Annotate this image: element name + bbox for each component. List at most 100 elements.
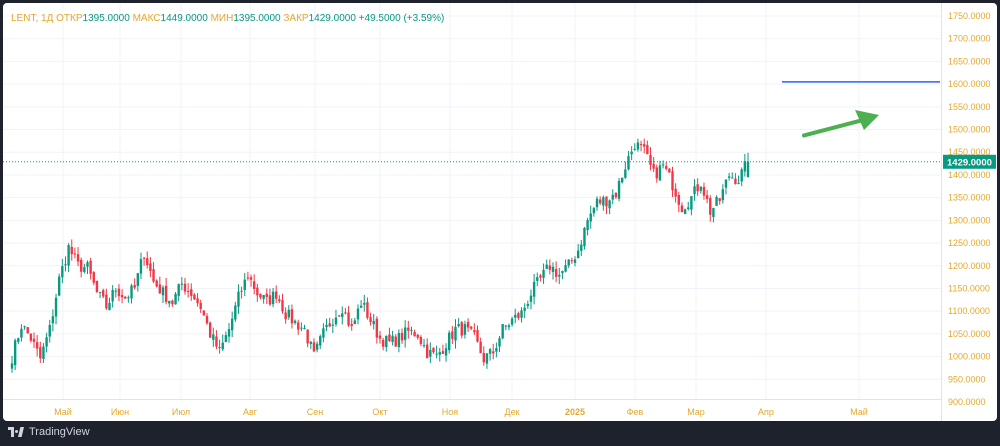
candle-body [576, 250, 580, 259]
time-tick-label: Авг [243, 407, 258, 417]
time-tick-label: Дек [504, 407, 519, 417]
time-tick-label: 2025 [565, 407, 585, 417]
time-axis-labels[interactable]: Май Июн Июл Авг Сен Окт Ноя Дек 2025 Фев Мар Апр Май [3, 400, 941, 421]
time-tick-label: Окт [372, 407, 387, 417]
candle-body [54, 297, 58, 317]
price-tick-label: 1350.0000 [948, 193, 991, 203]
time-axis[interactable]: Май Июн Июл Авг Сен Окт Ноя Дек 2025 Фев Мар Апр Май [3, 399, 941, 421]
price-tick-label: 1200.0000 [948, 261, 991, 271]
candle-body [353, 320, 357, 325]
candle-body [507, 325, 511, 328]
candle-body [136, 273, 140, 286]
price-axis[interactable]: 900.0000 950.0000 1000.0000 1050.0000 1100.0… [941, 3, 997, 421]
candle-body [92, 272, 95, 283]
candle-body [334, 317, 338, 325]
candle-body [375, 318, 379, 338]
candle-body [130, 285, 133, 299]
candle-body [180, 283, 184, 285]
candle-body [183, 283, 187, 292]
candle-body [98, 291, 102, 293]
price-tick-label: 1450.0000 [948, 147, 991, 157]
price-tick-label: 1500.0000 [948, 125, 991, 135]
candle-body [237, 291, 240, 307]
candle-body [740, 169, 743, 182]
candle-body [646, 144, 649, 155]
time-tick-label: Июн [111, 407, 129, 417]
candle-body [536, 277, 539, 281]
candle-body [617, 180, 621, 199]
candle-body [564, 265, 567, 272]
candle-body [177, 284, 180, 296]
candle-body [605, 196, 608, 207]
candle-body [715, 196, 718, 206]
price-tick-label: 1100.0000 [948, 306, 990, 316]
candle-body [45, 337, 48, 347]
time-tick-label: Апр [758, 407, 774, 417]
candle-body [721, 189, 725, 201]
candle-body [64, 264, 67, 266]
candle-body [271, 291, 275, 305]
candle-body [76, 254, 80, 262]
candle-body [548, 265, 552, 270]
chart-frame[interactable]: LENT, 1Д ОТКР1395.0000 МАКС1449.0000 МИН… [3, 3, 997, 421]
candle-body [252, 281, 256, 289]
candle-body [652, 163, 655, 169]
candle-body [690, 196, 693, 210]
candle-body [240, 290, 243, 292]
candle-body [454, 326, 457, 341]
candle-body [243, 279, 246, 290]
candle-body [551, 266, 555, 272]
candle-body [532, 281, 536, 297]
candle-body [290, 309, 294, 324]
candle-body [501, 324, 504, 339]
candle-body [155, 280, 158, 287]
candle-body [359, 305, 363, 308]
candle-body [105, 294, 108, 309]
candle-body [561, 271, 564, 273]
candle-body [199, 302, 202, 309]
candle-body [20, 328, 23, 338]
candle-body [221, 342, 224, 350]
candle-body [275, 291, 278, 299]
candle-body [517, 313, 520, 318]
candle-body [48, 325, 51, 337]
candle-body [620, 177, 624, 183]
candle-body [230, 318, 234, 331]
candle-body [303, 328, 306, 330]
low-value: 1395.0000 [233, 13, 281, 24]
candle-body [702, 186, 706, 196]
candle-body [86, 262, 89, 267]
candle-body [665, 166, 668, 169]
price-tick-label: 1400.0000 [948, 170, 991, 180]
candle-body [70, 246, 73, 255]
candle-body [611, 194, 614, 200]
candle-body [312, 342, 316, 352]
price-tick-label: 1600.0000 [948, 79, 991, 89]
candle-body [215, 336, 218, 347]
candle-body [545, 264, 548, 269]
candle-body [410, 329, 413, 331]
candle-body [608, 200, 611, 209]
candle-body [624, 169, 627, 178]
tradingview-brand[interactable]: TradingView [8, 426, 90, 438]
candle-body [158, 284, 162, 294]
candle-body [658, 165, 662, 181]
candle-body [385, 335, 388, 348]
candle-body [218, 347, 221, 349]
price-axis-labels[interactable]: 900.0000 950.0000 1000.0000 1050.0000 1100.0… [942, 3, 997, 421]
candle-body [152, 269, 155, 282]
plot-area[interactable] [3, 3, 941, 403]
candle-body [284, 312, 287, 320]
candle-body [470, 326, 473, 329]
arrow-head [855, 109, 879, 130]
candlestick-plot[interactable] [3, 3, 941, 403]
candle-body [102, 290, 105, 297]
candle-body [407, 327, 410, 331]
candle-body [281, 300, 284, 312]
candle-body [589, 213, 592, 222]
candle-body [712, 208, 715, 217]
candle-body [488, 349, 492, 354]
candle-body [397, 332, 401, 348]
candle-body [108, 302, 111, 311]
candle-body [709, 198, 712, 215]
